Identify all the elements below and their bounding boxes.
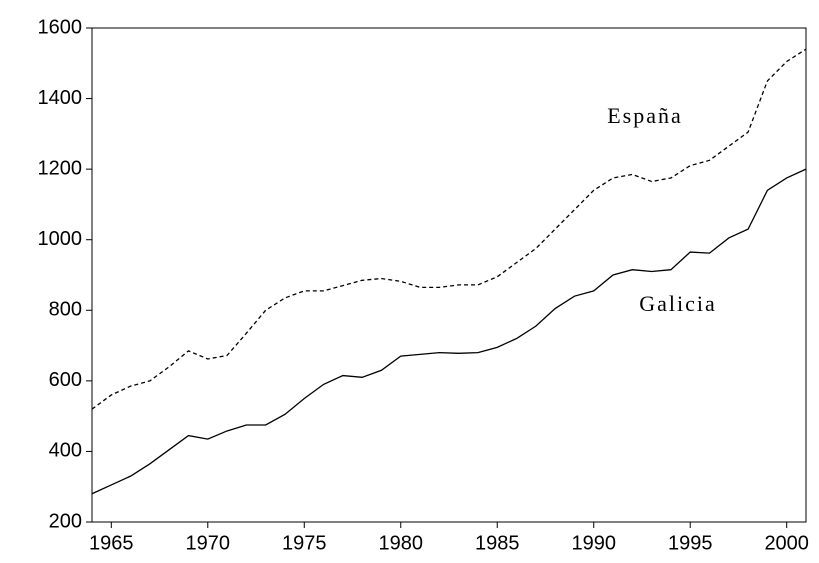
x-tick-label: 1965 xyxy=(89,532,134,554)
y-tick-label: 200 xyxy=(49,510,82,532)
y-tick-label: 600 xyxy=(49,369,82,391)
y-tick-label: 400 xyxy=(49,440,82,462)
x-tick-label: 1980 xyxy=(379,532,424,554)
plot-frame xyxy=(91,27,807,523)
x-tick-label: 1990 xyxy=(571,532,616,554)
x-tick-label: 2000 xyxy=(764,532,809,554)
y-tick-label: 1200 xyxy=(38,157,83,179)
y-tick-label: 800 xyxy=(49,299,82,321)
x-tick-label: 1985 xyxy=(475,532,520,554)
series-label: Galicia xyxy=(639,291,717,316)
y-tick-label: 1600 xyxy=(38,16,83,38)
series-line xyxy=(91,48,807,410)
x-tick-label: 1995 xyxy=(668,532,713,554)
y-tick-label: 1000 xyxy=(38,228,83,250)
x-tick-label: 1975 xyxy=(282,532,327,554)
series-label: España xyxy=(607,103,683,128)
series-line xyxy=(91,168,807,495)
y-tick-label: 1400 xyxy=(38,87,83,109)
x-tick-label: 1970 xyxy=(186,532,231,554)
